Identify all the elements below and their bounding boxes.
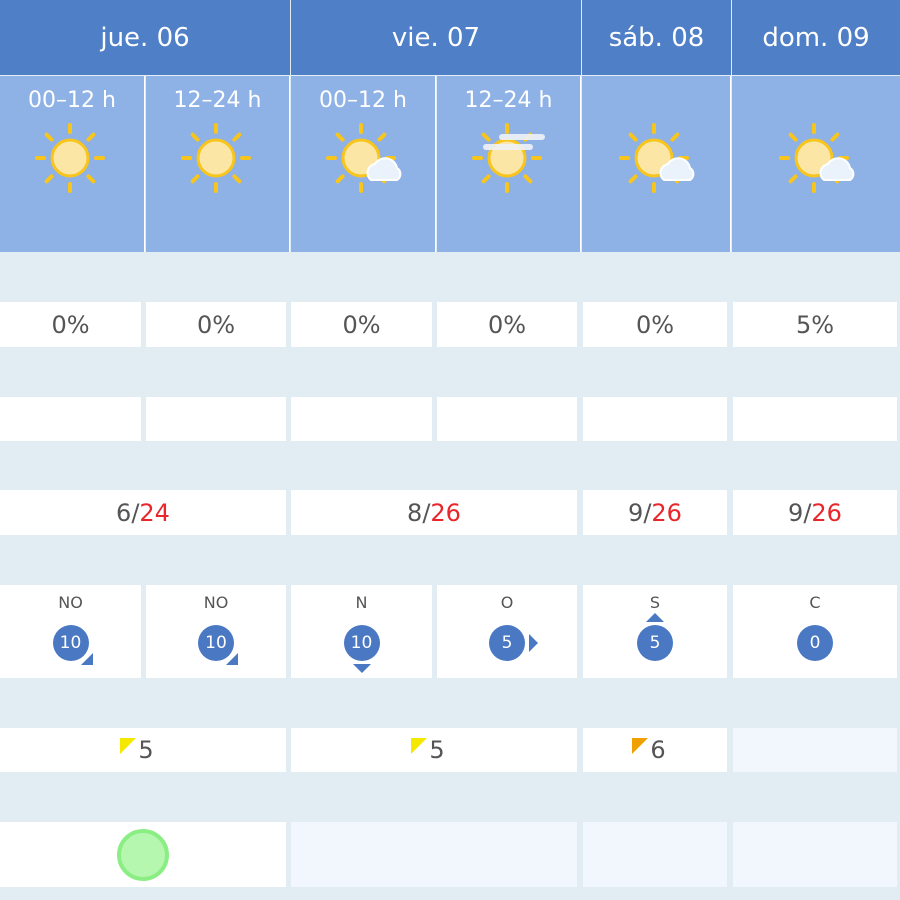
period-header: 12–24 h [146,76,290,252]
wind-arrow-icon [646,613,664,622]
sun-cloud-icon [776,120,856,200]
precip-cell: 0% [146,302,286,347]
uv-value: 5 [138,736,154,764]
air-quality-cell [583,822,727,887]
wind-direction: NO [58,593,83,612]
wind-speed-badge: 10 [198,625,238,665]
temp-max: 26 [430,498,461,527]
sun-cloud-icon [323,120,403,200]
wind-speed-badge: 5 [489,625,538,661]
temp-sep: / [643,498,652,527]
temp-sep: / [131,498,140,527]
day-header-jue[interactable]: jue. 06 [0,0,290,75]
sun-haze-icon [469,120,549,200]
precip-cell: 0% [583,302,727,347]
uv-cell: 6 [583,728,727,772]
precip-cell: 5% [733,302,897,347]
empty-cell [146,397,286,441]
uv-cell: 5 [0,728,286,772]
uv-level-flag-icon [120,738,137,754]
precip-value: 0% [196,310,236,339]
precip-value: 5% [795,310,835,339]
precip-value: 0% [342,310,381,339]
wind-direction: S [649,593,661,612]
uv-index: 5 [411,736,445,764]
uv-cell [733,728,897,772]
temp-max: 26 [651,498,682,527]
temp-cell: 9 / 26 [583,490,727,535]
empty-cell [437,397,577,441]
uv-index: 6 [632,736,666,764]
period-header [732,76,900,252]
temp-sep: / [803,498,812,527]
day-header-sab[interactable]: sáb. 08 [582,0,731,75]
precip-cell: 0% [0,302,141,347]
period-label: 12–24 h [173,88,262,113]
wind-arrow-icon [226,653,238,665]
wind-speed-badge: 0 [797,625,833,661]
temp-sep: / [422,498,431,527]
air-quality-cell [733,822,897,887]
temp-cell: 8 / 26 [291,490,577,535]
air-quality-good-icon [117,828,169,881]
uv-level-flag-icon [632,738,649,754]
day-header-dom[interactable]: dom. 09 [732,0,900,75]
wind-direction: O [500,593,514,612]
period-header: 00–12 h [291,76,436,252]
precip-value: 0% [487,310,527,339]
empty-cell [583,397,727,441]
period-label: 12–24 h [464,88,553,113]
period-header [582,76,731,252]
temp-cell: 9 / 26 [733,490,897,535]
day-header-vie[interactable]: vie. 07 [291,0,581,75]
empty-cell [733,397,897,441]
wind-direction: N [355,593,368,612]
sun-icon [32,120,112,200]
air-quality-cell [291,822,577,887]
wind-cell: NO 10 [0,585,141,678]
uv-value: 6 [650,736,666,764]
uv-value: 5 [429,736,445,764]
wind-cell: NO 10 [146,585,286,678]
wind-arrow-icon [529,634,538,652]
wind-cell: N 10 [291,585,432,678]
temp-min: 9 [788,498,804,527]
wind-direction: C [809,593,821,612]
wind-arrow-icon [352,664,371,673]
wind-direction: NO [203,593,229,612]
sun-icon [178,120,258,200]
wind-arrow-icon [80,653,93,665]
wind-speed-badge: 5 [637,613,673,661]
period-header: 12–24 h [437,76,581,252]
air-quality-cell [0,822,286,887]
uv-cell: 5 [291,728,577,772]
empty-cell [291,397,432,441]
wind-speed-badge: 10 [343,625,380,673]
period-header: 00–12 h [0,76,145,252]
sun-cloud-icon [616,120,696,200]
uv-level-flag-icon [411,738,428,754]
period-label: 00–12 h [319,88,407,113]
temp-min: 8 [407,498,423,527]
precip-cell: 0% [291,302,432,347]
period-label: 00–12 h [28,88,116,113]
temp-min: 9 [628,498,644,527]
temp-max: 24 [139,498,170,527]
uv-index: 5 [120,736,154,764]
wind-speed-badge: 10 [52,625,93,665]
temp-min: 6 [116,498,132,527]
temp-max: 26 [811,498,842,527]
empty-cell [0,397,141,441]
temp-cell: 6 / 24 [0,490,286,535]
precip-cell: 0% [437,302,577,347]
precip-value: 0% [51,310,90,339]
precip-value: 0% [635,310,675,339]
